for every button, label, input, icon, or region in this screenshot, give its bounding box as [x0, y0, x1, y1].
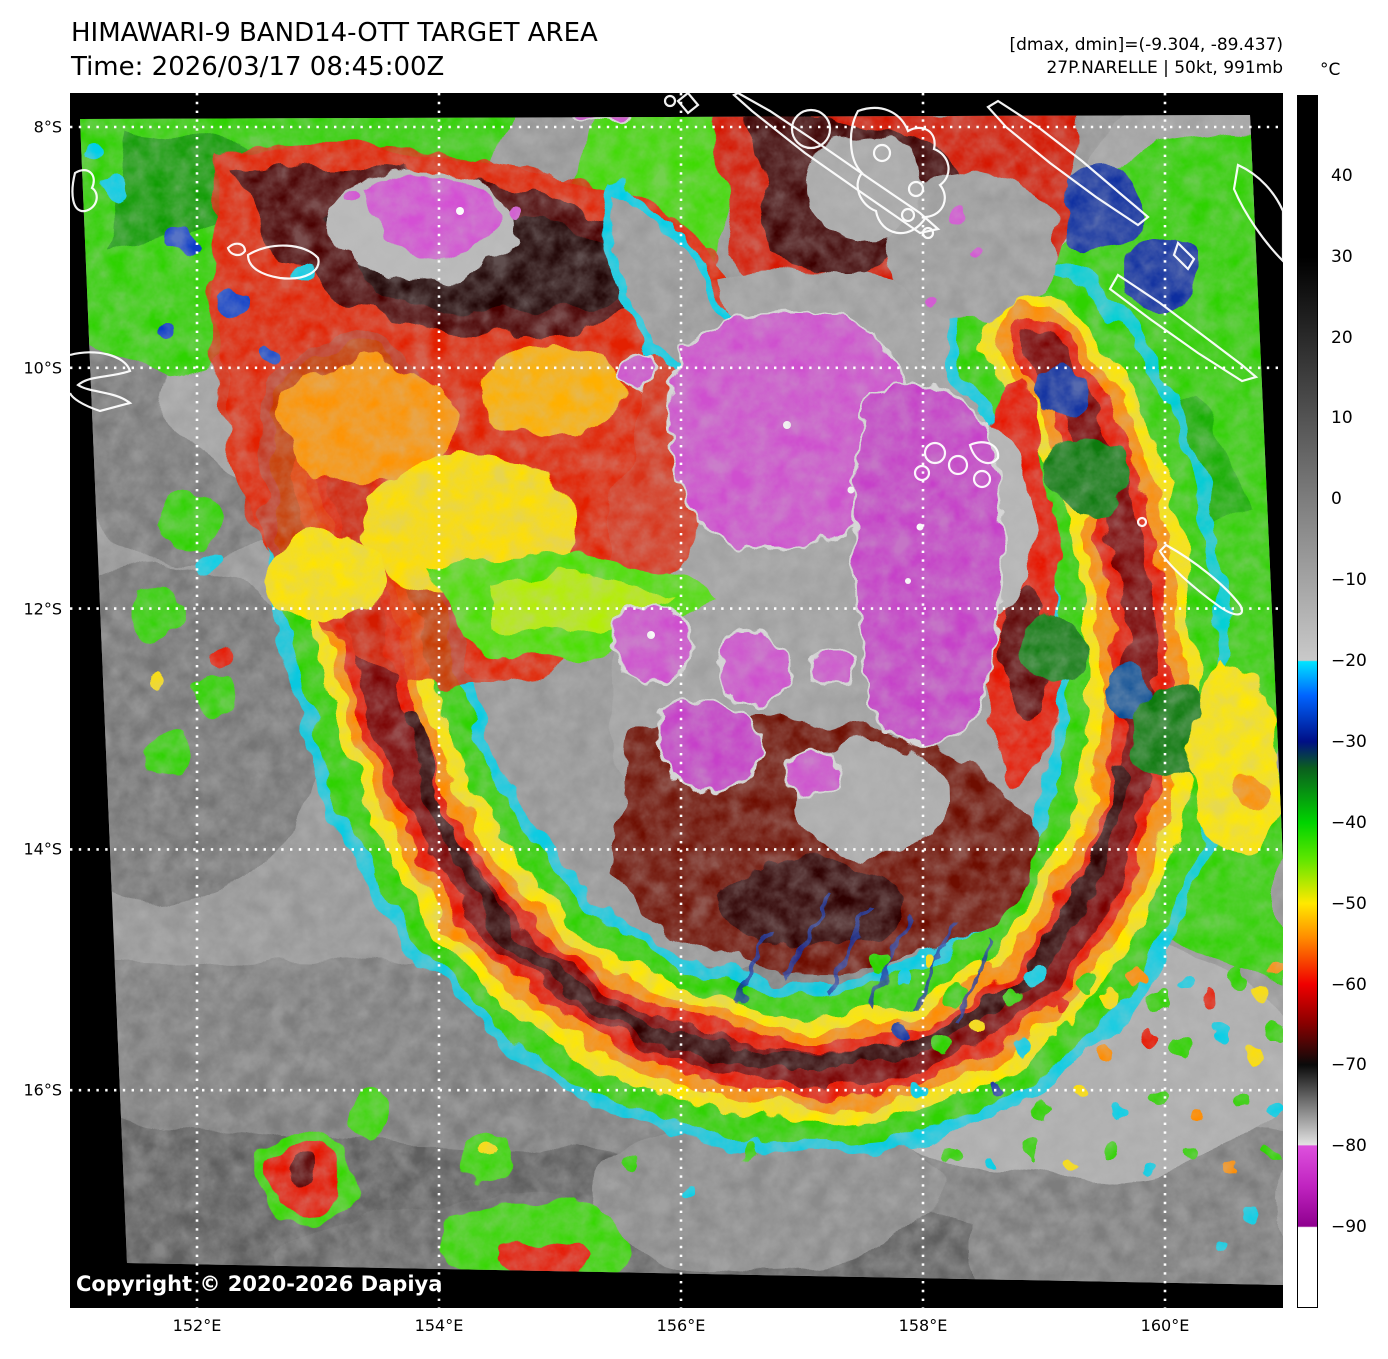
- colorbar-tick-label: −90: [1331, 1217, 1367, 1238]
- lon-tick-label: 156°E: [656, 1316, 706, 1335]
- time-label: Time: 2026/03/17 08:45:00Z: [71, 52, 445, 82]
- colorbar-tick-label: 40: [1331, 165, 1353, 186]
- satellite-image: [70, 93, 1283, 1308]
- gridlines: [70, 93, 1283, 1308]
- lat-tick-label: 8°S: [33, 117, 62, 137]
- colorbar-tick-label: −50: [1331, 893, 1367, 914]
- colorbar-tick-label: −40: [1331, 812, 1367, 833]
- data-swath: [80, 115, 1283, 1285]
- colorbar-tick-label: −10: [1331, 570, 1367, 591]
- colorbar-tick-label: 20: [1331, 327, 1353, 348]
- copyright-label: Copyright © 2020-2026 Dapiya: [76, 1272, 443, 1296]
- page-title: HIMAWARI-9 BAND14-OTT TARGET AREA: [71, 18, 598, 48]
- colorbar-tick-label: 0: [1331, 489, 1342, 510]
- colorbar-tick-label: 30: [1331, 246, 1353, 267]
- storm-info-label: 27P.NARELLE | 50kt, 991mb: [1046, 58, 1283, 78]
- coastlines: [70, 93, 1283, 616]
- colorbar-tick-label: −20: [1331, 651, 1367, 672]
- colorbar-tick-label: 10: [1331, 408, 1353, 429]
- colorbar: [1297, 95, 1318, 1308]
- lon-tick-label: 158°E: [898, 1316, 948, 1335]
- colorbar-tick-label: −60: [1331, 974, 1367, 995]
- colorbar-tick-label: −80: [1331, 1136, 1367, 1157]
- colorbar-unit-label: °C: [1320, 60, 1341, 80]
- lat-tick-label: 10°S: [23, 358, 62, 378]
- colorbar-tick-label: −70: [1331, 1055, 1367, 1076]
- lon-tick-label: 152°E: [172, 1316, 222, 1335]
- dmax-dmin-label: [dmax, dmin]=(-9.304, -89.437): [1009, 35, 1284, 55]
- colorbar-tick-label: −30: [1331, 731, 1367, 752]
- lat-tick-label: 12°S: [23, 599, 62, 619]
- lat-tick-label: 16°S: [23, 1080, 62, 1100]
- lon-tick-label: 154°E: [414, 1316, 464, 1335]
- satellite-map: Copyright © 2020-2026 Dapiya: [70, 93, 1283, 1308]
- lat-tick-label: 14°S: [23, 839, 62, 859]
- lon-tick-label: 160°E: [1140, 1316, 1190, 1335]
